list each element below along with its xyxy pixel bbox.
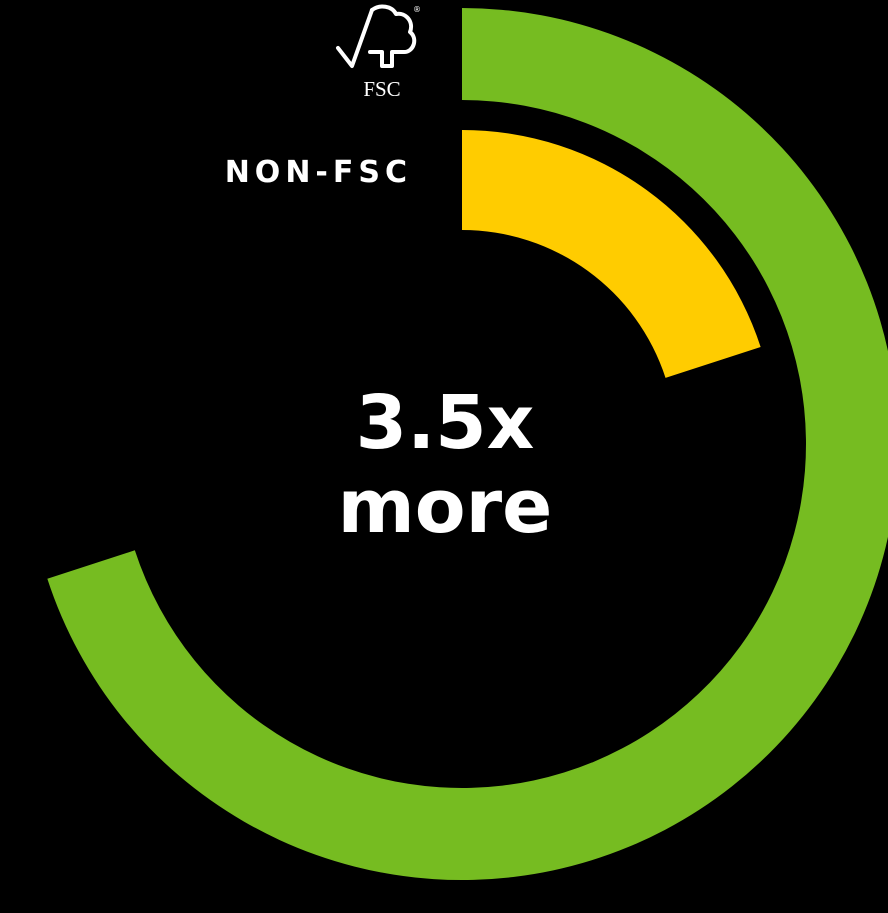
radial-bar (462, 130, 761, 378)
center-text: more (338, 464, 553, 550)
registered-mark: ® (413, 5, 421, 14)
logo-text: FSC (363, 77, 400, 101)
logo-tree (368, 4, 417, 68)
center-text: 3.5x (356, 380, 535, 466)
fsc-logo (336, 4, 417, 68)
series-label: NON-FSC (225, 155, 412, 190)
logo-check (336, 8, 374, 68)
